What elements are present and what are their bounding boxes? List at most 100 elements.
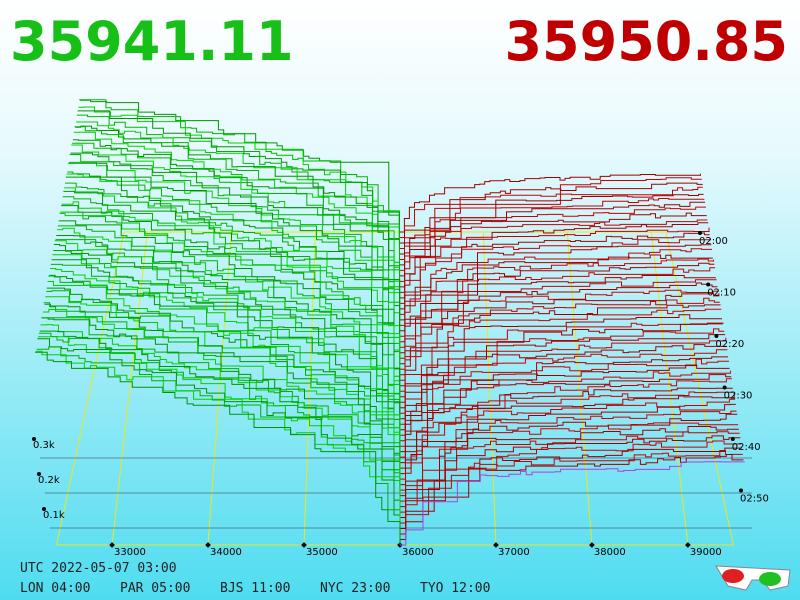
ask-depth-line bbox=[399, 182, 703, 244]
bid-depth-line bbox=[75, 125, 400, 265]
ask-depth-line bbox=[399, 232, 710, 299]
bid-depth-line bbox=[79, 99, 400, 238]
bid-depth-line bbox=[37, 338, 401, 529]
ask-depth-line bbox=[399, 219, 708, 282]
ask-depth-line bbox=[399, 297, 720, 370]
bid-depth-line bbox=[38, 336, 401, 523]
ask-depth-line bbox=[399, 173, 701, 233]
ask-depth-line bbox=[399, 201, 706, 266]
ask-depth-line bbox=[399, 391, 734, 469]
depth-tick-label: 0.2k bbox=[38, 475, 60, 486]
ask-depth-line bbox=[399, 344, 727, 420]
bid-depth-line bbox=[72, 142, 400, 287]
ask-depth-line bbox=[399, 304, 721, 376]
utc-time: UTC 2022-05-07 03:00 bbox=[20, 561, 177, 576]
ask-depth-line bbox=[400, 435, 741, 518]
city-time: BJS 11:00 bbox=[220, 581, 290, 596]
city-time: LON 04:00 bbox=[20, 581, 90, 596]
ask-depth-line bbox=[399, 308, 722, 381]
bid-depth-line bbox=[46, 287, 401, 463]
bid-depth-line bbox=[73, 131, 400, 276]
ask-depth-line bbox=[399, 370, 731, 447]
ask-depth-line bbox=[399, 193, 704, 255]
ask-price: 35950.85 bbox=[504, 10, 788, 73]
bid-depth-line bbox=[68, 162, 401, 315]
time-tick-label: 02:30 bbox=[724, 391, 753, 402]
time-tick-marker bbox=[730, 437, 735, 441]
ask-depth-line bbox=[399, 337, 727, 414]
bid-depth-line bbox=[47, 281, 401, 458]
ask-depth-line bbox=[399, 349, 728, 425]
ask-depth-line bbox=[399, 227, 710, 293]
ask-depth-line bbox=[399, 356, 729, 431]
ask-depth-line bbox=[400, 454, 744, 540]
time-tick-label: 02:10 bbox=[707, 288, 736, 299]
ask-depth-line bbox=[399, 322, 724, 398]
bid-depth-line bbox=[69, 154, 401, 304]
ask-depth-line bbox=[399, 364, 730, 442]
ask-depth-line bbox=[399, 398, 735, 480]
bid-depth-line bbox=[71, 144, 400, 293]
bid-depth-line bbox=[56, 235, 401, 397]
ask-depth-line bbox=[399, 292, 720, 365]
bid-depth-line bbox=[46, 290, 401, 469]
ask-depth-line bbox=[399, 198, 705, 260]
axis-labels: 33000 34000 35000 36000 37000 38000 39000 0.3k 0… bbox=[32, 231, 769, 558]
city-time: PAR 05:00 bbox=[120, 581, 190, 596]
price-tick-label: 34000 bbox=[210, 547, 242, 558]
price-tick-label: 36000 bbox=[402, 547, 434, 558]
bid-depth-line bbox=[42, 317, 401, 496]
ask-depth-line bbox=[399, 322, 723, 392]
ask-depth-line bbox=[399, 328, 725, 403]
bid-depth-line bbox=[42, 309, 401, 491]
price-tick-label: 33000 bbox=[114, 547, 146, 558]
price-tick-label: 37000 bbox=[498, 547, 530, 558]
time-tick-marker bbox=[714, 334, 719, 338]
ask-depth-line bbox=[400, 431, 740, 513]
bid-price: 35941.11 bbox=[10, 10, 294, 73]
ask-depth-line bbox=[399, 393, 735, 475]
depth-tick-marker bbox=[37, 472, 41, 476]
bid-depth-line bbox=[64, 187, 401, 342]
bid-depth-line bbox=[35, 351, 401, 545]
depth-tick-label: 0.3k bbox=[33, 440, 55, 451]
bid-depth-line bbox=[68, 161, 401, 309]
bid-depth-line bbox=[65, 182, 401, 337]
time-tick-label: 02:20 bbox=[715, 339, 744, 350]
ask-depth-line bbox=[399, 206, 706, 271]
bid-depth-line bbox=[76, 114, 400, 254]
bid-depth-line bbox=[76, 121, 400, 260]
ask-depth-line bbox=[399, 248, 712, 315]
price-tick-marker bbox=[589, 542, 595, 548]
depth-tick-marker bbox=[42, 507, 46, 511]
ask-depth-line bbox=[399, 410, 737, 491]
city-time: NYC 23:00 bbox=[320, 581, 390, 596]
ask-depth-line bbox=[400, 461, 745, 546]
ask-depth-line bbox=[399, 289, 719, 359]
bid-depth-line bbox=[50, 268, 401, 441]
bid-depth-line bbox=[55, 239, 401, 403]
ask-depth-line bbox=[399, 267, 716, 337]
ask-depth-line bbox=[399, 387, 733, 464]
bid-depth-line bbox=[59, 213, 401, 375]
ask-depth-line bbox=[400, 440, 742, 524]
ask-depth-line bbox=[399, 413, 738, 497]
ask-depth-line bbox=[400, 422, 739, 502]
bid-depth-line bbox=[52, 254, 401, 425]
time-tick-marker bbox=[739, 488, 743, 493]
bid-depth-line bbox=[51, 259, 401, 430]
ask-depth-line bbox=[399, 254, 713, 321]
time-tick-label: 02:40 bbox=[732, 442, 761, 453]
bid-depth-line bbox=[38, 332, 401, 518]
bid-depth-line bbox=[67, 171, 401, 320]
depth-tick-marker bbox=[32, 437, 36, 441]
bid-depth-line bbox=[43, 302, 401, 485]
ask-depth-line bbox=[399, 314, 722, 387]
price-tick-label: 38000 bbox=[594, 547, 626, 558]
bid-depth-line bbox=[72, 139, 400, 282]
price-tick-marker bbox=[493, 542, 499, 548]
city-time: TYO 12:00 bbox=[420, 581, 490, 596]
time-tick-marker bbox=[698, 231, 702, 235]
ask-depth-line bbox=[400, 447, 742, 529]
ask-depth-line bbox=[399, 275, 716, 343]
